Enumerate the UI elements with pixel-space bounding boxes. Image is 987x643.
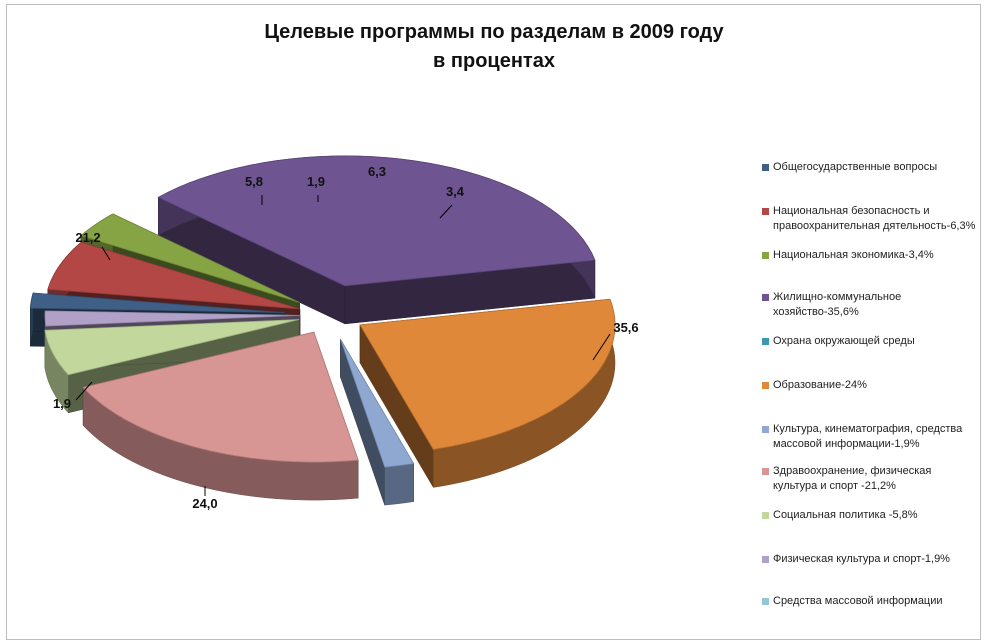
leader-line (75, 381, 93, 401)
legend-item: Национальная экономика-3,4% (762, 248, 977, 263)
legend-item: Охрана окружающей среды (762, 334, 977, 349)
legend-item: Социальная политика -5,8% (762, 508, 977, 523)
legend-label: Социальная политика -5,8% (773, 509, 918, 521)
legend-swatch (762, 426, 769, 433)
legend-label: Культура, кинематография, средства массо… (773, 423, 963, 450)
legend-item: Образование-24% (762, 378, 977, 393)
leader-line (101, 246, 111, 261)
data-label: 35,6 (613, 320, 638, 335)
chart-title: Целевые программы по разделам в 2009 год… (60, 18, 928, 76)
legend-swatch (762, 512, 769, 519)
pie-slice (340, 338, 415, 506)
data-label: 5,8 (245, 174, 263, 189)
legend-label: Жилищно-коммунальное хозяйство-35,6% (773, 291, 902, 318)
legend-swatch (762, 598, 769, 605)
legend-label: Охрана окружающей среды (773, 335, 915, 347)
chart-title-line2: в процентах (433, 50, 555, 72)
legend-item: Средства массовой информации (762, 594, 977, 609)
data-label: 3,4 (446, 184, 465, 199)
data-label: 24,0 (192, 496, 217, 511)
legend-swatch (762, 252, 769, 259)
data-label: 21,2 (75, 230, 100, 245)
data-label: 1,9 (53, 396, 71, 411)
legend-label: Национальная экономика-3,4% (773, 249, 934, 261)
legend-swatch (762, 468, 769, 475)
leader-line (439, 204, 453, 219)
legend-swatch (762, 338, 769, 345)
legend-label: Общегосударственные вопросы (773, 161, 938, 173)
legend-swatch (762, 208, 769, 215)
legend-label: Национальная безопасность и правоохранит… (773, 205, 976, 232)
leader-line (592, 333, 611, 361)
legend-label: Образование-24% (773, 379, 867, 391)
pie-slice (359, 298, 616, 489)
pie-slice (157, 155, 596, 325)
legend-swatch (762, 164, 769, 171)
legend-item: Общегосударственные вопросы (762, 160, 977, 175)
chart-title-line1: Целевые программы по разделам в 2009 год… (264, 21, 724, 43)
legend-swatch (762, 294, 769, 301)
legend-item: Жилищно-коммунальное хозяйство-35,6% (762, 290, 977, 320)
legend-item: Культура, кинематография, средства массо… (762, 422, 977, 452)
legend-item: Физическая культура и спорт-1,9% (762, 552, 977, 567)
pie-slices (30, 155, 616, 506)
legend-swatch (762, 556, 769, 563)
data-label: 6,3 (368, 164, 386, 179)
legend-label: Физическая культура и спорт-1,9% (773, 553, 950, 565)
legend-label: Здравоохранение, физическая культура и с… (773, 465, 932, 492)
legend-swatch (762, 382, 769, 389)
legend-label: Средства массовой информации (773, 595, 943, 607)
pie-slice (82, 331, 359, 501)
data-labels: 1,9 6,3 3,4 35,6 24,0 21,2 5,8 1,9 (53, 164, 639, 511)
legend-item: Здравоохранение, физическая культура и с… (762, 464, 977, 494)
data-label: 1,9 (307, 174, 325, 189)
legend-item: Национальная безопасность и правоохранит… (762, 204, 977, 234)
